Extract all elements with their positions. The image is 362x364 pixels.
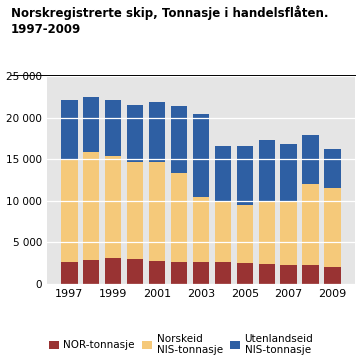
- Bar: [236, 146, 253, 205]
- Bar: [149, 162, 165, 261]
- Bar: [324, 189, 341, 267]
- Bar: [215, 261, 231, 284]
- Bar: [171, 262, 187, 284]
- Bar: [83, 260, 100, 284]
- Bar: [215, 201, 231, 261]
- Text: Norskregistrerte skip, Tonnasje i handelsflåten.
1997-2009: Norskregistrerte skip, Tonnasje i handel…: [11, 5, 328, 36]
- Bar: [193, 114, 209, 197]
- Bar: [105, 156, 121, 258]
- Bar: [105, 258, 121, 284]
- Legend: NOR-tonnasje, Norskeid
NIS-tonnasje, Utenlandseid
NIS-tonnasje: NOR-tonnasje, Norskeid NIS-tonnasje, Ute…: [49, 333, 313, 355]
- Bar: [127, 259, 143, 284]
- Bar: [324, 267, 341, 284]
- Bar: [105, 100, 121, 156]
- Bar: [215, 146, 231, 201]
- Bar: [127, 106, 143, 162]
- Bar: [281, 201, 297, 265]
- Bar: [61, 262, 77, 284]
- Bar: [281, 144, 297, 201]
- Bar: [171, 173, 187, 262]
- Bar: [61, 100, 77, 159]
- Bar: [127, 162, 143, 259]
- Bar: [302, 265, 319, 284]
- Bar: [302, 135, 319, 184]
- Bar: [83, 97, 100, 152]
- Bar: [324, 150, 341, 189]
- Bar: [258, 141, 275, 202]
- Bar: [258, 264, 275, 284]
- Bar: [193, 262, 209, 284]
- Bar: [193, 197, 209, 262]
- Bar: [149, 261, 165, 284]
- Bar: [236, 205, 253, 263]
- Bar: [171, 106, 187, 173]
- Bar: [258, 202, 275, 264]
- Bar: [83, 152, 100, 260]
- Bar: [302, 184, 319, 265]
- Bar: [149, 102, 165, 162]
- Bar: [281, 265, 297, 284]
- Bar: [236, 263, 253, 284]
- Bar: [61, 159, 77, 262]
